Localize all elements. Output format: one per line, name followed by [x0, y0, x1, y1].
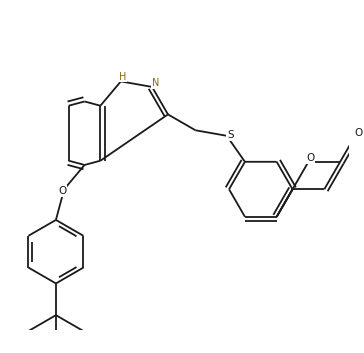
Text: O: O	[306, 153, 314, 163]
Text: N: N	[152, 78, 160, 88]
Text: H: H	[119, 72, 126, 82]
Text: S: S	[227, 130, 234, 140]
Text: O: O	[355, 128, 363, 138]
Text: O: O	[58, 186, 66, 196]
